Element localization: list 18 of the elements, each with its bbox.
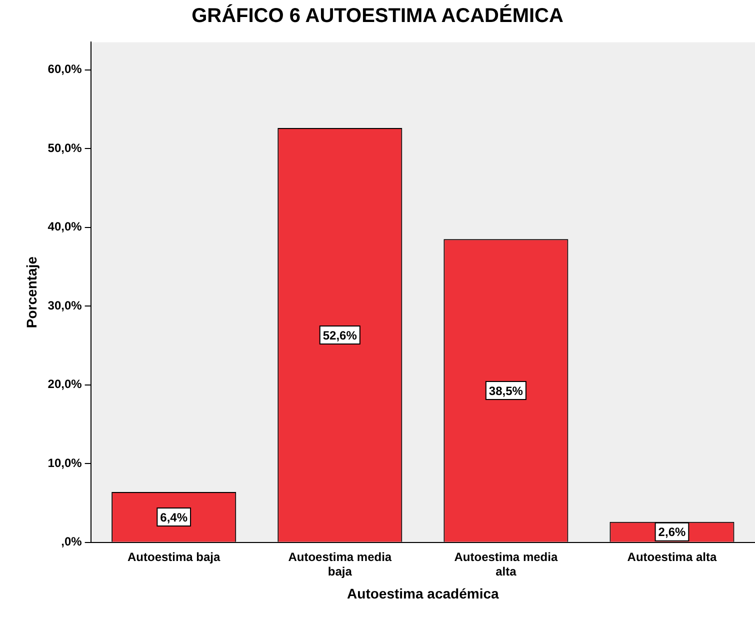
- y-tick-label: 20,0%: [48, 377, 82, 392]
- x-tick-label: Autoestima baja: [127, 550, 221, 564]
- x-axis-title: Autoestima académica: [347, 585, 499, 602]
- y-tick-label: 50,0%: [48, 140, 82, 155]
- data-label: 6,4%: [160, 510, 188, 524]
- y-tick-label: ,0%: [61, 534, 82, 549]
- y-tick-label: 60,0%: [48, 62, 82, 76]
- y-tick-label: 30,0%: [48, 298, 82, 312]
- x-tick-label: Autoestima media alta: [454, 550, 558, 578]
- y-tick-label: 40,0%: [48, 220, 82, 234]
- y-axis-title: Porcentaje: [23, 256, 40, 328]
- chart-title: GRÁFICO 6 AUTOESTIMA ACADÉMICA: [190, 3, 564, 29]
- data-label: 38,5%: [488, 384, 524, 398]
- data-label: 2,6%: [658, 525, 686, 540]
- y-tick-label: 10,0%: [48, 456, 82, 470]
- data-label: 52,6%: [322, 328, 358, 342]
- x-tick-label: Autoestima alta: [627, 550, 717, 564]
- x-tick-label: Autoestima media baja: [288, 550, 392, 578]
